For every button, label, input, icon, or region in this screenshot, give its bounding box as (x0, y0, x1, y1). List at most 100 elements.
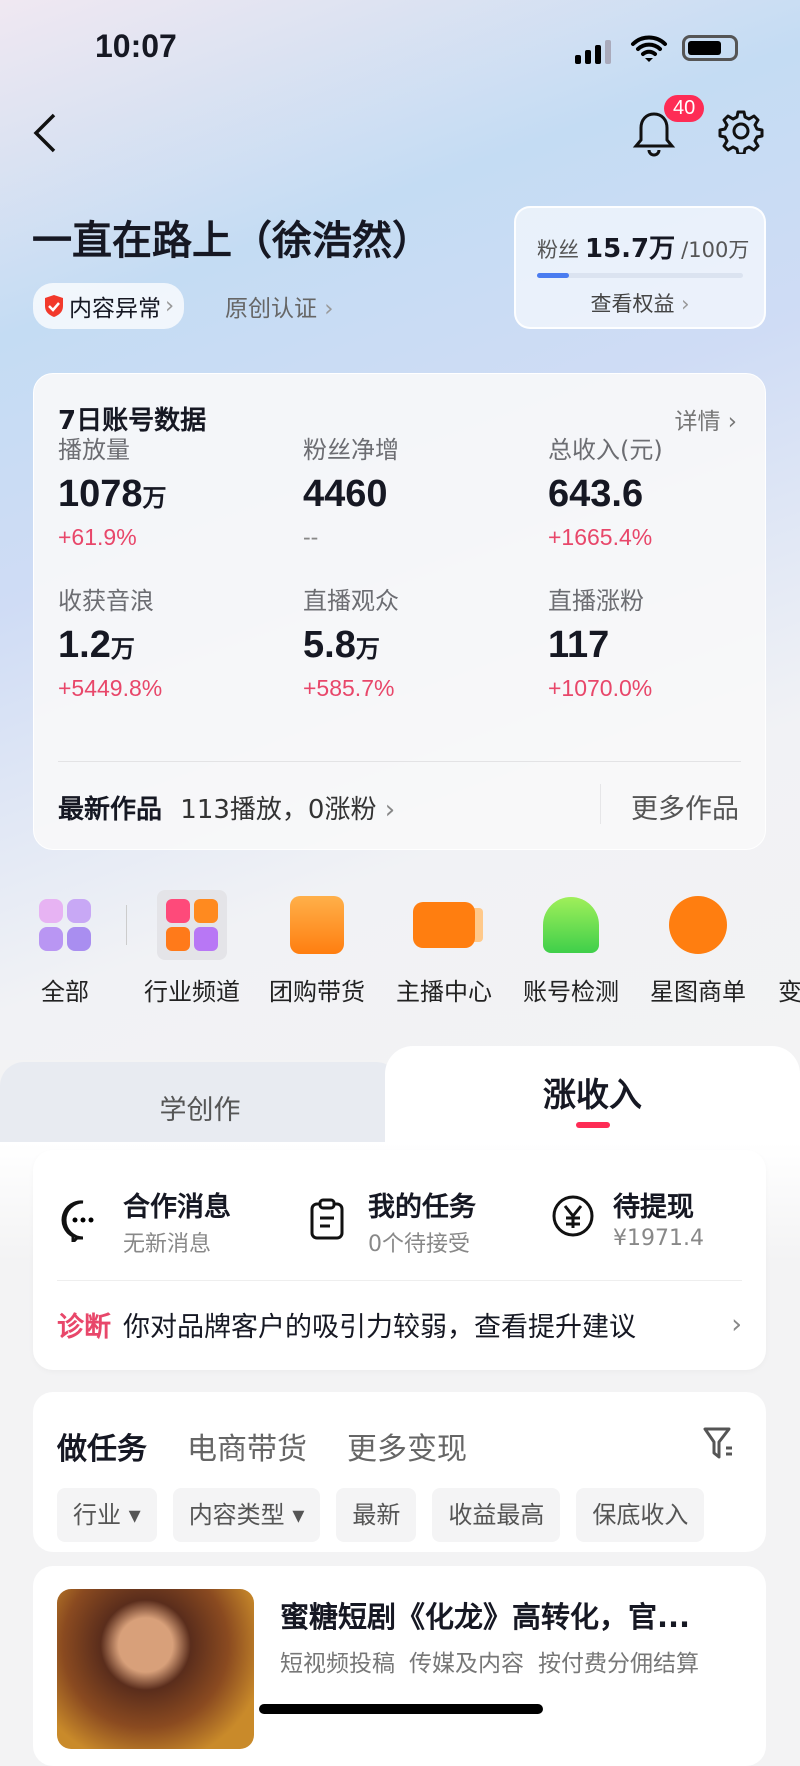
shortcut-label: 行业频道 (144, 978, 240, 1006)
divider (126, 905, 127, 945)
stat-label: 直播观众 (303, 587, 399, 615)
tag-label: 原创认证 (225, 296, 317, 322)
fans-progress-bar (537, 273, 743, 278)
stat-item[interactable]: 收获音浪 1.2万 +5449.8% (58, 567, 162, 702)
filter-chip[interactable]: 最新 (336, 1488, 417, 1542)
filter-icon[interactable] (702, 1426, 736, 1462)
shortcut-label: 账号检测 (523, 978, 619, 1006)
stat-label: 粉丝净增 (303, 436, 399, 464)
diagnosis-tag: 诊断 (57, 1312, 111, 1343)
home-indicator[interactable] (259, 1704, 543, 1714)
original-cert-tag[interactable]: 原创认证 › (225, 289, 334, 323)
shortcut-item[interactable]: 主播中心 (379, 890, 509, 1007)
quick-action-title: 待提现 (613, 1192, 694, 1223)
stats-detail-link[interactable]: 详情 › (674, 409, 737, 435)
chevron-right-icon: › (681, 292, 690, 316)
quick-action[interactable]: 合作消息 无新消息 (61, 1185, 231, 1258)
diagnosis-row[interactable]: 诊断 你对品牌客户的吸引力较弱，查看提升建议 › (57, 1305, 742, 1344)
shortcut-item[interactable]: 星图商单 (633, 890, 763, 1007)
task-tab-more-monetize[interactable]: 更多变现 (347, 1432, 467, 1467)
content-abnormal-tag[interactable]: 内容异常 › (33, 283, 185, 329)
quick-action-subtitle: 0个待接受 (368, 1232, 470, 1257)
tab-label: 涨收入 (543, 1075, 642, 1114)
shortcut-item[interactable]: 变 (760, 890, 800, 1007)
stat-item[interactable]: 直播涨粉 117 +1070.0% (548, 567, 652, 702)
task-title: 蜜糖短剧《化龙》高转化，官... (280, 1600, 691, 1634)
filter-chip[interactable]: 内容类型 ▾ (172, 1488, 321, 1542)
divider (57, 1280, 742, 1281)
task-tab-ecommerce[interactable]: 电商带货 (187, 1432, 307, 1467)
quick-action[interactable]: 待提现 ¥1971.4 (551, 1185, 704, 1251)
fans-count: 15.7万 (585, 234, 676, 264)
battery-icon (682, 35, 738, 61)
shortcut-item[interactable]: 团购带货 (252, 890, 382, 1007)
stat-item[interactable]: 粉丝净增 4460 -- (303, 416, 399, 551)
stat-change: +585.7% (303, 675, 395, 701)
fans-goal: /100万 (681, 238, 750, 262)
tab-learn-create[interactable]: 学创作 (0, 1062, 400, 1144)
quick-action[interactable]: 我的任务 0个待接受 (306, 1185, 476, 1258)
yen-icon (551, 1194, 595, 1242)
latest-work-label: 最新作品 (58, 795, 163, 825)
latest-work-summary: 113播放，0涨粉 (180, 795, 377, 825)
back-icon[interactable] (30, 112, 60, 154)
stat-item[interactable]: 总收入(元) 643.6 +1665.4% (548, 416, 663, 551)
task-tag: 按付费分佣结算 (538, 1651, 699, 1677)
quick-action-subtitle: 无新消息 (123, 1232, 212, 1257)
industry-channel-icon (157, 890, 227, 960)
shortcut-label: 全部 (41, 978, 89, 1006)
quick-action-title: 我的任务 (368, 1192, 476, 1223)
wifi-icon (631, 35, 667, 62)
task-item[interactable]: 蜜糖短剧《化龙》高转化，官... 短视频投稿 传媒及内容 按付费分佣结算 (33, 1566, 766, 1766)
stat-value: 117 (548, 624, 610, 666)
stat-value: 4460 (303, 473, 388, 515)
active-tab-indicator (575, 1122, 610, 1128)
signal-icon (575, 40, 611, 64)
chevron-right-icon: › (731, 1309, 742, 1340)
tab-earn-income[interactable]: 涨收入 (385, 1046, 800, 1146)
stat-label: 播放量 (58, 436, 130, 464)
filter-chip[interactable]: 保底收入 (576, 1488, 705, 1542)
stats-card: 7日账号数据 详情 › 播放量 1078万 +61.9% 粉丝净增 4460 --… (33, 373, 766, 850)
store-icon (290, 890, 344, 960)
stat-item[interactable]: 播放量 1078万 +61.9% (58, 416, 167, 551)
filter-chip[interactable]: 收益最高 (432, 1488, 561, 1542)
divider (600, 784, 601, 824)
task-tag: 传媒及内容 (409, 1651, 524, 1677)
chevron-right-icon: › (384, 795, 396, 825)
stat-label: 收获音浪 (58, 587, 154, 615)
shortcut-bar: 全部 行业频道 团购带货 主播中心 账号检测 星图商单 变 (0, 890, 800, 1010)
stat-label: 直播涨粉 (548, 587, 644, 615)
bell-icon[interactable] (632, 108, 676, 158)
video-camera-icon (413, 890, 475, 960)
shortcut-item[interactable]: 全部 (0, 890, 130, 1007)
shortcut-label: 星图商单 (650, 978, 746, 1006)
stat-change: -- (303, 524, 319, 550)
filter-chip[interactable]: 行业 ▾ (57, 1488, 157, 1542)
task-tags: 短视频投稿 传媒及内容 按付费分佣结算 (280, 1644, 699, 1678)
divider (58, 761, 741, 762)
latest-work-row[interactable]: 最新作品 113播放，0涨粉 › (58, 789, 395, 826)
task-tab-do-tasks[interactable]: 做任务 (57, 1432, 147, 1467)
notification-badge: 40 (664, 95, 705, 122)
shortcut-label: 主播中心 (396, 978, 492, 1006)
gear-icon[interactable] (718, 108, 764, 154)
shortcut-item[interactable]: 行业频道 (127, 890, 257, 1007)
star-map-icon (669, 890, 727, 960)
stat-value: 1.2万 (58, 624, 135, 666)
stat-item[interactable]: 直播观众 5.8万 +585.7% (303, 567, 399, 702)
fans-card[interactable]: 粉丝 15.7万 /100万 查看权益 › (514, 206, 766, 329)
shortcut-label: 团购带货 (269, 978, 365, 1006)
view-benefits-link[interactable]: 查看权益 (590, 292, 675, 316)
stat-change: +1070.0% (548, 675, 653, 701)
shortcut-item[interactable]: 账号检测 (506, 890, 636, 1007)
stat-change: +61.9% (58, 524, 137, 550)
more-works-button[interactable]: 更多作品 (631, 794, 739, 825)
clipboard-icon (306, 1198, 350, 1246)
stat-value: 5.8万 (303, 624, 380, 666)
filter-chips: 行业 ▾ 内容类型 ▾ 最新 收益最高 保底收入 (57, 1488, 742, 1542)
diagnosis-text: 你对品牌客户的吸引力较弱，查看提升建议 (123, 1312, 636, 1343)
shield-icon (45, 295, 63, 317)
task-card: 做任务 电商带货 更多变现 行业 ▾ 内容类型 ▾ 最新 收益最高 保底收入 (33, 1392, 766, 1552)
task-tag: 短视频投稿 (280, 1651, 395, 1677)
